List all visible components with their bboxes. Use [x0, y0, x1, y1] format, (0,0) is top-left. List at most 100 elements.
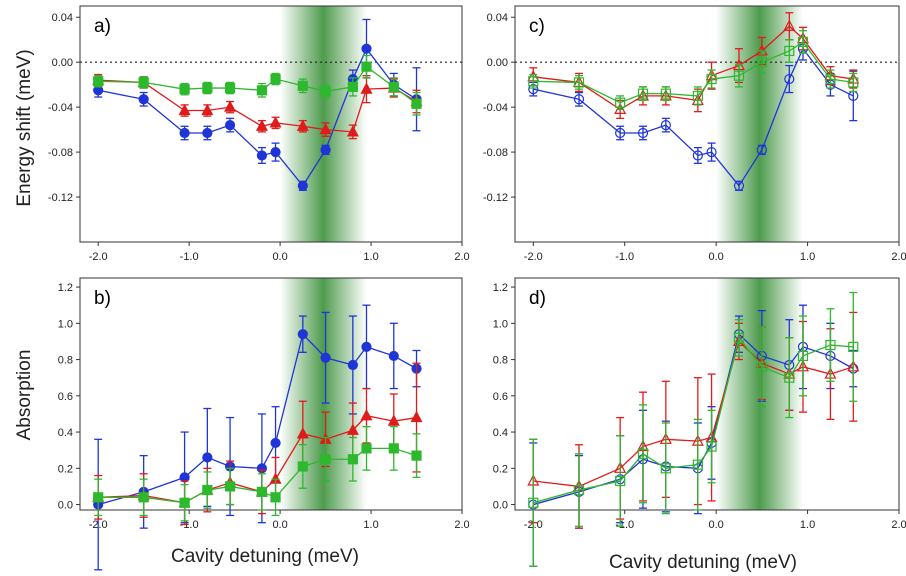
data-point	[179, 497, 190, 508]
data-point	[784, 45, 795, 57]
data-point	[270, 73, 281, 85]
shaded-region	[716, 278, 803, 510]
panel-1: -2.0 -1.0 0.0 1.0 2.0 0.04 0.00 -0.04 -0.08 -0.12…	[483, 5, 906, 263]
shaded-region	[280, 6, 367, 242]
data-point	[93, 492, 104, 503]
data-point	[706, 441, 717, 452]
y-tick-label: 0.4	[493, 427, 508, 439]
data-point	[660, 463, 671, 474]
data-point	[573, 94, 585, 105]
series-green	[93, 54, 422, 116]
data-point	[361, 341, 372, 352]
y-tick-label: -0.08	[48, 147, 73, 159]
x-tick-label: 2.0	[454, 251, 469, 263]
data-point	[255, 119, 268, 131]
series-green	[93, 425, 422, 522]
series-blue	[528, 36, 859, 191]
y-tick-label: -0.08	[483, 147, 508, 159]
y-tick-label: 0.00	[52, 57, 73, 69]
data-point	[756, 144, 767, 155]
data-point	[361, 61, 372, 72]
series-blue	[93, 18, 422, 191]
y-tick-label: 0.4	[58, 427, 73, 439]
x-tick-label: 1.0	[363, 251, 378, 263]
panel-3: -2.0 -1.0 0.0 1.0 2.00.00.20.40.60.81.01.2 d)	[493, 277, 906, 567]
x-axis-label-right: Cavity detuning (meV)	[609, 552, 797, 573]
data-point	[528, 76, 539, 87]
y-tick-label: 0.0	[493, 500, 508, 512]
y-tick-label: 0.8	[493, 355, 508, 367]
data-point	[256, 486, 268, 497]
data-point	[320, 144, 331, 155]
data-point	[756, 57, 767, 68]
plot-frame	[79, 5, 463, 243]
data-point	[319, 122, 332, 135]
data-point	[256, 85, 268, 96]
data-point	[733, 70, 745, 81]
panel-0: -2.0 -1.0 0.0 1.0 2.0 0.04 0.00 -0.04 -0.08 -0.12…	[48, 5, 470, 263]
data-point	[224, 481, 236, 492]
data-point	[360, 408, 373, 421]
data-point	[660, 88, 671, 99]
data-point	[138, 492, 149, 503]
data-point	[387, 414, 400, 426]
data-point	[783, 19, 796, 31]
x-tick-label: 0.0	[272, 519, 287, 531]
data-point	[297, 329, 308, 340]
series-line	[533, 336, 854, 504]
series-blue	[93, 304, 422, 571]
data-point	[797, 36, 809, 48]
y-tick-label: 0.0	[58, 500, 73, 512]
x-tick-label: -1.0	[615, 251, 634, 263]
data-point	[848, 341, 859, 352]
data-point	[347, 454, 358, 465]
panel-2: -2.0 -1.0 0.0 1.0 2.00.00.20.40.60.81.01.2 b)	[58, 277, 470, 571]
data-point	[360, 82, 373, 94]
x-tick-label: 1.0	[800, 251, 815, 263]
y-tick-label: 0.2	[58, 463, 73, 475]
data-point	[202, 484, 213, 496]
y-tick-label: -0.12	[483, 192, 508, 204]
y-tick-label: 1.2	[493, 282, 508, 294]
y-tick-label: 0.8	[58, 355, 73, 367]
data-point	[270, 492, 281, 503]
data-point	[346, 125, 359, 137]
series-green	[528, 30, 859, 111]
data-point	[138, 94, 149, 105]
series-red	[527, 12, 860, 120]
data-point	[202, 127, 213, 139]
data-point	[320, 454, 331, 465]
data-point	[660, 120, 671, 131]
data-point	[615, 97, 626, 108]
data-point	[848, 77, 859, 88]
x-tick-label: 0.0	[272, 251, 287, 263]
y-tick-label: 0.6	[493, 391, 508, 403]
data-point	[692, 150, 703, 161]
data-point	[179, 84, 190, 95]
y-tick-label: 0.00	[487, 57, 508, 69]
data-point	[179, 127, 190, 139]
data-point	[825, 73, 836, 85]
data-point	[733, 332, 745, 343]
data-point	[347, 359, 358, 371]
data-point	[573, 77, 585, 88]
data-point	[784, 372, 795, 383]
panel-label: c)	[529, 16, 545, 37]
y-tick-label: -0.04	[483, 102, 508, 114]
y-tick-label: 1.0	[493, 318, 508, 330]
data-point	[201, 103, 214, 116]
y-tick-label: 0.04	[52, 12, 73, 24]
data-point	[297, 80, 308, 91]
data-point	[270, 437, 281, 449]
data-point	[756, 361, 767, 372]
data-point	[297, 180, 308, 191]
data-point	[692, 90, 703, 102]
data-point	[615, 475, 626, 487]
data-point	[733, 180, 745, 191]
y-axis-label-bottom: Absorption	[14, 350, 35, 441]
plot-frame	[79, 277, 463, 511]
data-point	[93, 76, 104, 87]
data-point	[388, 350, 399, 362]
data-point	[615, 127, 626, 139]
